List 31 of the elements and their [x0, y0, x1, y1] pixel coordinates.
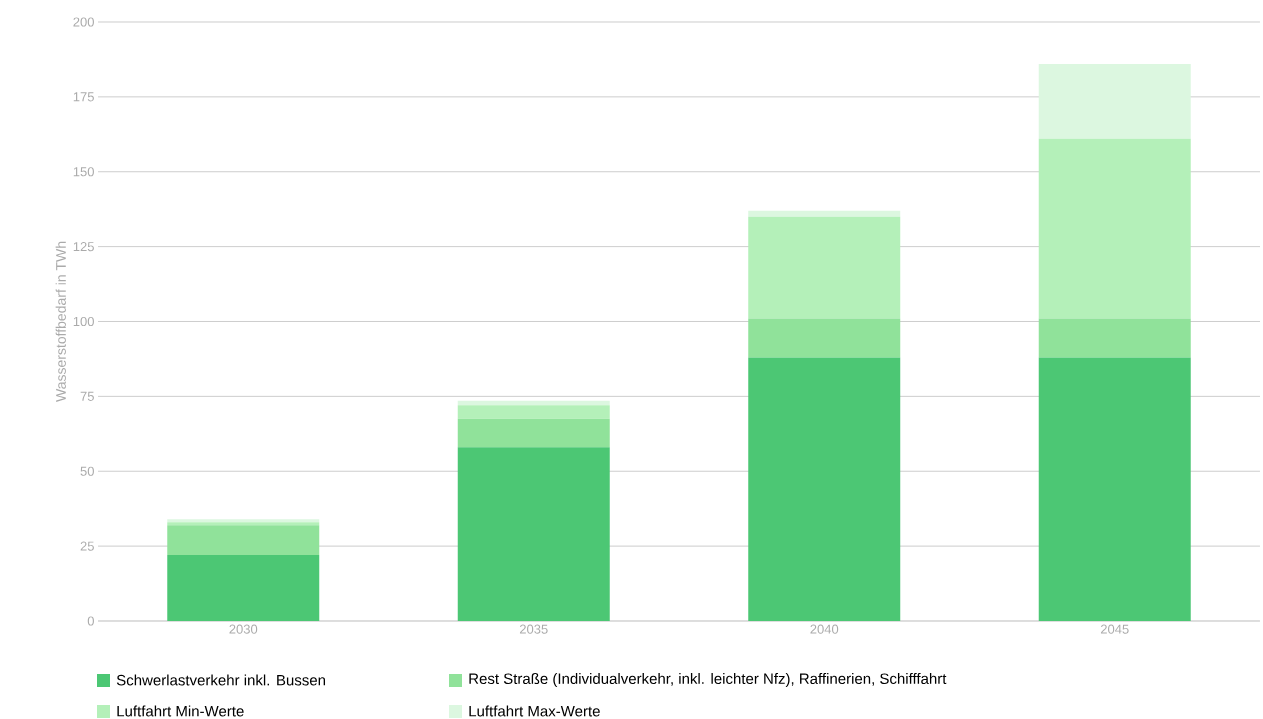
y-tick-label: 150	[73, 167, 94, 177]
y-tick-label: 200	[73, 17, 94, 27]
bar	[457, 418, 610, 448]
bar	[748, 216, 901, 319]
legend-label: Luftfahrt Min-Werte	[117, 705, 244, 717]
bar	[457, 405, 610, 419]
bar	[1038, 138, 1191, 319]
bar	[167, 525, 320, 556]
bar	[748, 318, 901, 358]
bar	[1038, 318, 1191, 358]
bar	[748, 210, 901, 217]
y-tick-label: 100	[73, 316, 94, 327]
legend-label: Luftfahrt Max-Werte	[469, 705, 600, 717]
x-tick-label: 2045	[1100, 624, 1129, 634]
x-tick-label: 2040	[810, 624, 839, 634]
x-tick-label: 2030	[229, 624, 258, 634]
bar	[1038, 357, 1191, 621]
legend-label: Rest Straße (Individualverkehr, inkl. leichter Nfz), Raffinerien, Schifffahrt	[469, 673, 947, 687]
y-axis-title: Wasserstoffbedarf in TWh	[55, 241, 66, 402]
y-tick-label: 50	[80, 466, 94, 476]
y-tick-label: 25	[80, 541, 94, 551]
bar	[1038, 63, 1191, 139]
x-tick-label: 2035	[519, 624, 548, 634]
y-tick-label: 75	[80, 391, 94, 401]
y-tick-label: 175	[73, 92, 94, 102]
bar	[748, 357, 901, 621]
bar	[167, 555, 320, 621]
y-tick-label: 0	[87, 616, 94, 626]
y-tick-label: 125	[73, 242, 94, 252]
legend-label: Schwerlastverkehr inkl. Bussen	[116, 674, 326, 686]
bar	[457, 447, 610, 621]
